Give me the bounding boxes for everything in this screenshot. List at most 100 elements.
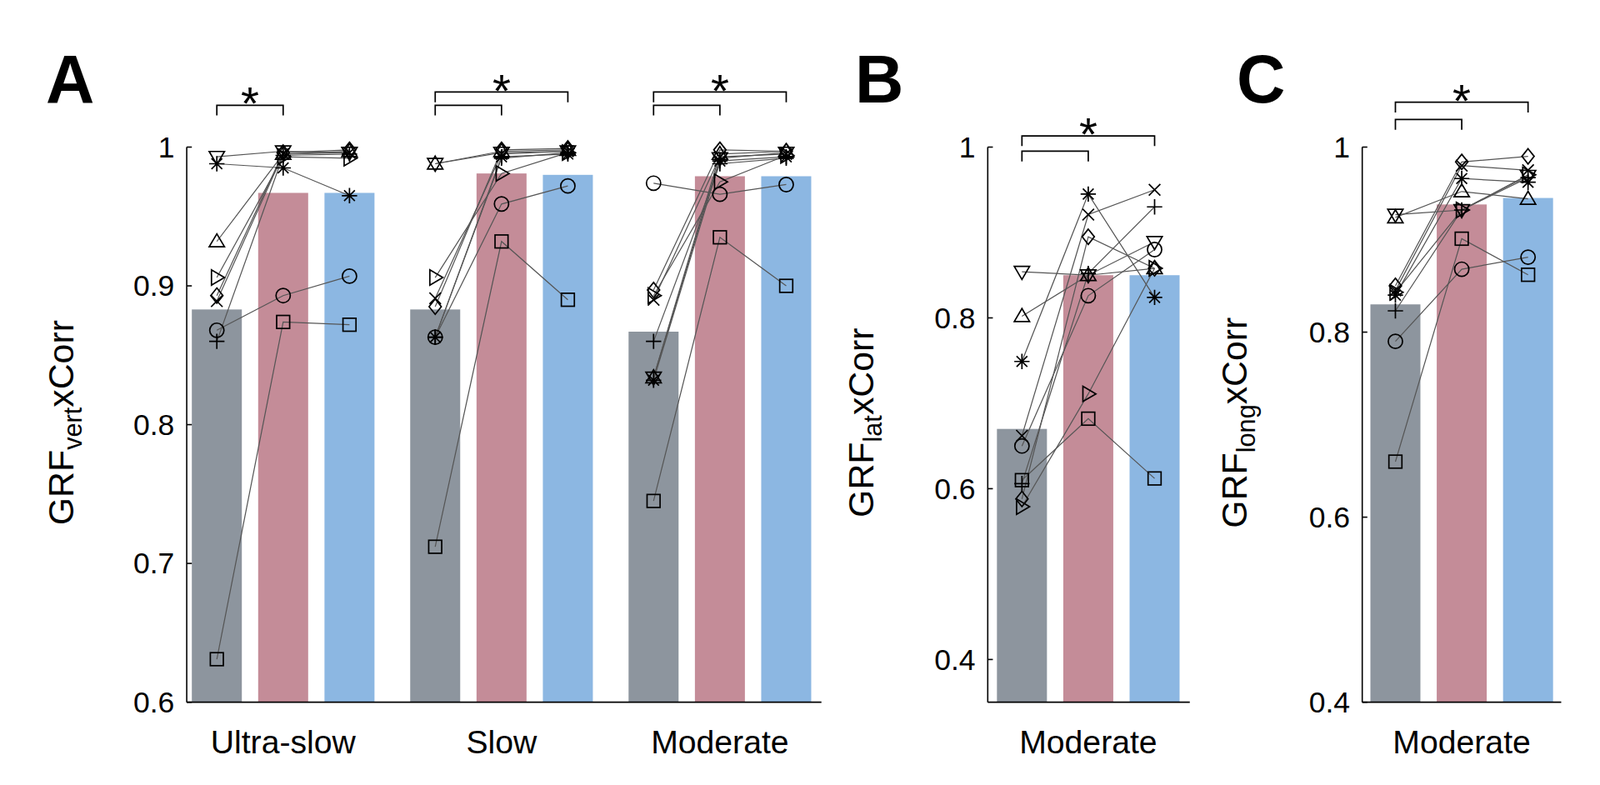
y-tick-label: 0.8: [1309, 315, 1350, 350]
subject-line: [216, 321, 350, 660]
y-tick-label: 0.6: [1309, 500, 1350, 535]
category-label: Ultra-slow: [210, 724, 357, 760]
category-label: Moderate: [650, 724, 790, 760]
y-axis-label-part: long: [1231, 404, 1261, 453]
subject-line: [1395, 175, 1528, 293]
subject-marker: [1080, 288, 1095, 303]
bar: [1370, 304, 1420, 702]
y-tick-label: 0.6: [934, 472, 975, 506]
subject-marker: [778, 150, 794, 166]
subject-line: [435, 152, 568, 337]
subject-line: [653, 154, 786, 300]
y-tick: [987, 146, 993, 149]
y-axis-label-part: GRF: [840, 441, 881, 517]
panel-letter: B: [855, 41, 904, 117]
subject-line: [653, 151, 786, 378]
subject-marker: [427, 155, 443, 170]
subject-marker: [1080, 186, 1096, 202]
subject-lines: [1021, 190, 1155, 507]
subject-line: [435, 185, 568, 338]
category-label: Slow: [465, 724, 538, 760]
bars: [1370, 198, 1553, 703]
subject-marker: [647, 294, 660, 306]
subject-marker: [1014, 266, 1030, 280]
subject-marker: [1387, 209, 1403, 223]
bar: [410, 309, 460, 702]
subject-marker: [1455, 160, 1468, 172]
panel: AGRFvertxCorr0.60.70.80.91Ultra-slowSlow…: [40, 41, 822, 760]
y-tick: [186, 146, 192, 149]
y-axis-label: GRFlatxCorr: [840, 327, 887, 518]
subject-line: [435, 241, 568, 547]
panel: BGRFlatxCorr0.40.60.81Moderate*: [840, 41, 1190, 760]
subject-line: [1021, 206, 1155, 484]
subject-line: [653, 152, 786, 378]
y-axis-label-part: GRF: [1214, 452, 1255, 528]
y-tick-label: 0.8: [934, 301, 975, 335]
y-tick-label: 0.4: [934, 643, 975, 677]
bar: [695, 175, 745, 702]
subject-line: [653, 183, 786, 195]
y-tick: [1362, 331, 1368, 334]
subject-marker: [712, 155, 728, 171]
subject-marker: [1454, 202, 1470, 218]
bar: [191, 309, 242, 702]
subject-line: [1021, 190, 1155, 436]
significance-label: *: [710, 64, 730, 117]
bar: [760, 175, 811, 702]
x-axis-line: [1362, 701, 1562, 704]
subject-markers: [1014, 184, 1163, 515]
y-tick: [186, 562, 192, 565]
bar: [1063, 275, 1114, 702]
bar: [476, 173, 527, 702]
subject-lines: [216, 148, 786, 660]
y-axis-line: [987, 147, 990, 703]
subject-marker: [1455, 261, 1470, 276]
subject-marker: [1387, 210, 1403, 224]
subject-marker: [1082, 209, 1095, 221]
subject-line: [653, 158, 786, 342]
category-label: Moderate: [1019, 724, 1158, 760]
subject-marker: [495, 148, 508, 160]
y-tick: [987, 659, 993, 661]
subject-marker: [1014, 354, 1030, 370]
subject-line: [653, 155, 786, 296]
y-tick: [186, 424, 192, 426]
subject-lines: [1395, 156, 1528, 462]
subject-marker: [427, 329, 443, 345]
significance-label: *: [492, 64, 511, 117]
subject-marker: [1387, 303, 1403, 319]
subject-marker: [561, 293, 575, 307]
y-axis-label-part: xCorr: [840, 327, 881, 415]
subject-line: [1021, 268, 1155, 507]
subject-line: [1395, 257, 1528, 342]
subject-marker: [1147, 242, 1162, 257]
subject-marker: [1521, 268, 1535, 282]
subject-marker: [1388, 334, 1403, 349]
subject-marker: [1389, 455, 1403, 469]
y-tick-label: 1: [959, 130, 976, 165]
y-axis-label: GRFvertxCorr: [40, 320, 87, 525]
y-tick-label: 0.4: [1309, 685, 1350, 720]
y-tick: [987, 317, 993, 320]
subject-marker: [209, 333, 225, 349]
subject-marker: [1014, 475, 1030, 491]
panel-letter: C: [1236, 41, 1285, 117]
subject-marker: [1390, 285, 1402, 297]
subject-marker: [277, 148, 290, 160]
y-tick-label: 1: [158, 130, 175, 165]
subject-line: [653, 156, 786, 380]
panel-letter: A: [45, 41, 95, 117]
y-axis-label-part: xCorr: [1214, 317, 1255, 405]
subject-marker: [1082, 229, 1095, 245]
subject-marker: [1015, 430, 1028, 442]
subject-line: [653, 150, 786, 290]
subject-marker: [494, 196, 509, 211]
panel: CGRFlongxCorr0.40.60.81Moderate*: [1214, 41, 1561, 760]
subject-marker: [1149, 260, 1163, 276]
subject-marker: [714, 150, 726, 163]
subject-marker: [1080, 265, 1096, 281]
subject-marker: [645, 333, 661, 349]
subject-marker: [343, 318, 357, 332]
subject-marker: [779, 177, 794, 192]
